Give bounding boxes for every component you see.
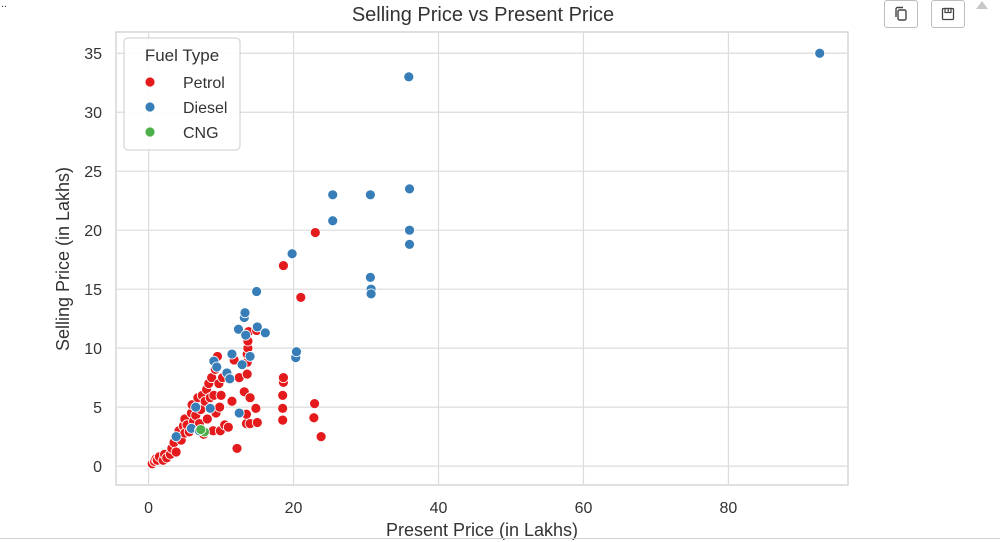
y-axis-label: Selling Price (in Lakhs) (53, 167, 73, 351)
point-diesel (233, 407, 245, 419)
x-axis-label: Present Price (in Lakhs) (386, 520, 578, 540)
point-diesel (224, 373, 236, 385)
point-diesel (327, 189, 339, 201)
point-cng (195, 424, 207, 435)
chart-title: Selling Price vs Present Price (352, 4, 614, 26)
point-diesel (404, 238, 415, 250)
data-points (146, 47, 826, 470)
legend-label-petrol: Petrol (183, 75, 225, 92)
point-petrol (241, 368, 253, 380)
y-tick-label: 20 (84, 223, 102, 240)
x-tick-label: 20 (285, 500, 303, 517)
point-diesel (251, 321, 263, 333)
scroll-up-icon[interactable] (975, 0, 989, 10)
point-petrol (278, 372, 289, 384)
point-diesel (190, 401, 202, 413)
save-icon (941, 7, 955, 21)
y-tick-label: 5 (93, 400, 102, 417)
legend-marker-cng (144, 126, 156, 138)
point-diesel (404, 224, 415, 236)
point-petrol (295, 292, 307, 303)
point-diesel (244, 351, 256, 362)
save-button[interactable] (931, 0, 965, 28)
point-petrol (214, 401, 226, 413)
point-petrol (277, 389, 289, 401)
point-petrol (309, 398, 320, 410)
point-petrol (315, 431, 327, 443)
point-petrol (278, 260, 289, 271)
point-diesel (364, 271, 376, 283)
copy-button[interactable] (884, 0, 918, 28)
point-petrol (308, 412, 320, 424)
y-tick-label: 15 (84, 282, 102, 299)
point-diesel (365, 288, 377, 300)
point-petrol (251, 417, 263, 428)
point-diesel (170, 431, 182, 443)
legend-label-cng: CNG (183, 125, 219, 142)
point-diesel (240, 329, 252, 341)
cell-divider (0, 538, 1000, 539)
point-petrol (222, 421, 234, 433)
point-diesel (404, 183, 415, 195)
legend-title: Fuel Type (145, 46, 219, 65)
point-petrol (244, 392, 256, 404)
copy-icon (895, 6, 907, 21)
y-tick-label: 10 (84, 341, 102, 358)
point-petrol (170, 446, 182, 458)
point-diesel (239, 307, 251, 319)
x-tick-label: 0 (144, 500, 153, 517)
point-diesel (251, 286, 263, 297)
point-diesel (211, 361, 223, 373)
point-diesel (233, 323, 244, 335)
point-petrol (277, 402, 289, 414)
point-petrol (201, 413, 213, 425)
point-diesel (291, 346, 302, 358)
grid-lines (116, 32, 848, 485)
point-petrol (309, 227, 321, 238)
point-diesel (226, 348, 238, 360)
point-petrol (226, 395, 238, 407)
x-tick-label: 40 (430, 500, 448, 517)
point-diesel (204, 402, 216, 414)
tick-labels: 0 20 40 60 80 0 5 10 15 20 25 30 35 (84, 46, 737, 517)
y-tick-label: 30 (84, 105, 102, 122)
point-diesel (327, 215, 339, 227)
point-diesel (286, 248, 298, 260)
x-tick-label: 80 (720, 500, 738, 517)
legend-label-diesel: Diesel (183, 100, 227, 117)
legend-marker-diesel (144, 101, 156, 113)
y-tick-label: 35 (84, 46, 102, 63)
point-petrol (215, 389, 227, 401)
point-petrol (231, 443, 243, 454)
point-diesel (814, 47, 826, 59)
legend-marker-petrol (144, 76, 156, 88)
point-petrol (277, 414, 289, 426)
point-diesel (236, 359, 248, 371)
point-diesel (259, 327, 271, 339)
point-petrol (250, 402, 262, 414)
cell-prompt-marker: .. (1, 0, 8, 10)
y-tick-label: 0 (93, 459, 102, 476)
point-diesel (403, 71, 415, 83)
legend: Fuel Type Petrol Diesel CNG (123, 37, 241, 151)
y-tick-label: 25 (84, 164, 102, 181)
x-tick-label: 60 (575, 500, 593, 517)
point-diesel (364, 189, 376, 201)
